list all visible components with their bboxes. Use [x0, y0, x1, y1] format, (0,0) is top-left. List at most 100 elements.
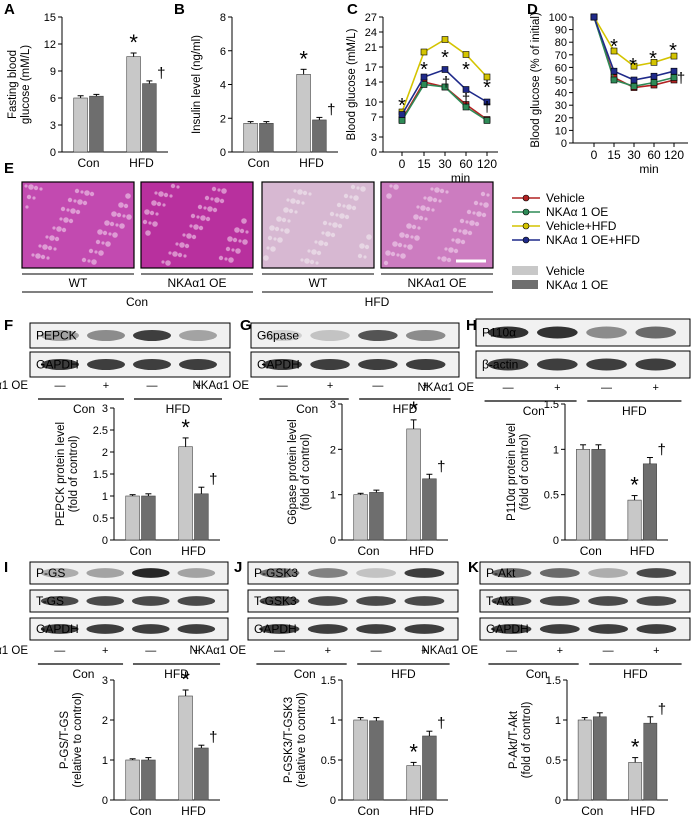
tissue-speckle — [91, 259, 97, 265]
tissue-speckle — [453, 248, 459, 254]
tissue-speckle — [466, 209, 472, 215]
tissue-speckle — [263, 255, 269, 261]
bar — [369, 492, 384, 541]
y-tick-label: 0 — [102, 795, 108, 807]
protein-band — [310, 330, 350, 341]
tissue-speckle — [108, 232, 112, 236]
tissue-speckle — [458, 229, 462, 233]
tissue-speckle — [155, 212, 159, 216]
y-tick-label: 7 — [371, 112, 377, 124]
tissue-speckle — [67, 197, 73, 203]
bar-chart-F: 0 0.5 1 1.5 2 2.5 3 Con * † HFD PEPCK protein level… — [55, 403, 220, 558]
protein-band — [539, 624, 580, 634]
bar — [353, 494, 368, 541]
tissue-speckle — [389, 184, 393, 188]
tissue-speckle — [42, 244, 48, 250]
tissue-speckle — [290, 198, 296, 204]
tissue-speckle — [335, 213, 339, 217]
blot-row-label: GAPDH — [36, 622, 79, 636]
tissue-speckle — [432, 197, 438, 203]
protein-band — [636, 596, 677, 606]
blot-row-label: P-GS — [36, 566, 65, 580]
tissue-speckle — [56, 226, 62, 232]
tissue-speckle — [176, 185, 180, 189]
data-point — [670, 74, 678, 81]
tissue-speckle — [411, 224, 417, 230]
protein-band — [491, 568, 532, 578]
protein-band — [86, 624, 125, 634]
tissue-speckle — [49, 235, 55, 241]
group-label: HFD — [391, 667, 416, 681]
tissue-speckle — [467, 230, 473, 236]
tissue-speckle — [219, 198, 225, 204]
tissue-speckle — [357, 253, 363, 259]
blot-row-label: T-GS — [36, 594, 64, 608]
legend-marker — [522, 236, 530, 244]
blot-row-label: GAPDH — [486, 622, 529, 636]
tissue-speckle — [293, 189, 297, 193]
tissue-speckle — [359, 243, 365, 249]
y-axis-label: (fold of control) — [68, 435, 80, 512]
tissue-speckle — [35, 253, 41, 259]
bar — [406, 428, 421, 541]
tissue-speckle — [424, 217, 428, 221]
western-blot-K: P-Akt T-Akt GAPDH NKAα1 OE — + — + Con HFD — [421, 561, 691, 681]
y-axis-label: glucose (mM/L) — [20, 45, 32, 124]
protein-band — [588, 596, 629, 606]
tissue-speckle — [105, 241, 111, 247]
tissue-speckle — [24, 184, 28, 188]
blot-strip — [29, 589, 229, 613]
data-point — [650, 72, 658, 80]
protein-band — [356, 624, 397, 634]
treatment-sign: — — [371, 645, 382, 657]
x-tick-label: 15 — [417, 157, 431, 171]
tissue-speckle — [142, 219, 148, 225]
tissue-speckle — [169, 194, 173, 198]
blot-strip — [29, 322, 231, 349]
tissue-speckle — [197, 204, 203, 210]
y-tick-label: 21 — [365, 42, 377, 54]
treatment-row-label: NKAα1 OE — [417, 382, 474, 394]
tissue-speckle — [47, 245, 53, 251]
protein-band — [588, 568, 629, 578]
bar — [296, 74, 311, 153]
y-axis-label: P110α protein level — [506, 423, 518, 521]
tissue-speckle — [32, 196, 36, 200]
genotype-label: WT — [69, 276, 88, 290]
tissue-speckle — [445, 190, 449, 194]
data-point — [462, 51, 470, 58]
protein-band — [310, 359, 350, 370]
x-category-label: HFD — [409, 804, 434, 818]
bar-chart-G: 0 1 2 3 Con * † HFD G6pase protein level (fold of… — [287, 397, 448, 558]
tissue-speckle — [204, 195, 210, 201]
significance-dagger: † — [437, 458, 445, 475]
bar — [89, 95, 104, 153]
tissue-speckle — [479, 202, 483, 206]
tissue-speckle — [122, 214, 126, 218]
tissue-speckle — [392, 241, 398, 247]
tissue-speckle — [318, 240, 324, 246]
tissue-speckle — [191, 234, 197, 240]
significance-star: * — [409, 739, 418, 764]
y-tick-label: 70 — [555, 50, 567, 62]
tissue-speckle — [182, 233, 186, 237]
x-tick-label: 30 — [438, 157, 452, 171]
panel-letter: K — [468, 559, 479, 576]
treatment-sign: — — [55, 380, 66, 392]
tissue-speckle — [119, 223, 125, 229]
protein-band — [307, 568, 348, 578]
treatment-row-label: NKAα1 OE — [189, 645, 246, 657]
y-tick-label: 17 — [365, 62, 377, 74]
data-point — [398, 117, 406, 124]
y-tick-label: 60 — [555, 62, 567, 74]
data-point — [441, 66, 449, 73]
protein-band — [586, 326, 627, 339]
bar — [125, 495, 140, 541]
protein-band — [539, 596, 580, 606]
tissue-speckle — [414, 235, 420, 241]
treatment-sign: — — [503, 382, 514, 394]
protein-band — [179, 330, 217, 341]
tissue-speckle — [280, 228, 284, 232]
tissue-speckle — [328, 222, 332, 226]
